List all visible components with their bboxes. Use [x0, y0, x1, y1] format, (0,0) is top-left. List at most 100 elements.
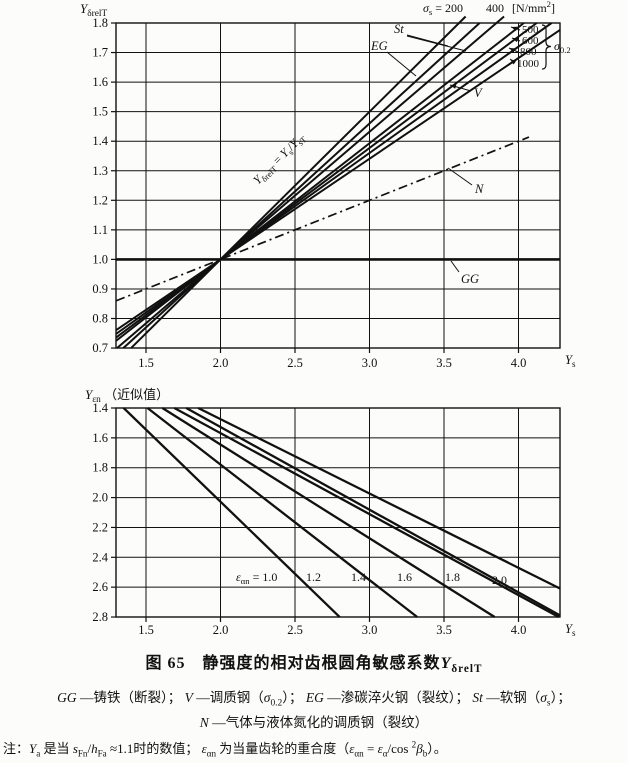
text-segment: s: [72, 741, 78, 756]
x-tick-label: 3.5: [436, 356, 452, 370]
text-segment: β: [416, 741, 423, 756]
text-segment: N: [474, 182, 484, 196]
text-segment: ε: [349, 741, 355, 756]
text-segment: αn: [354, 748, 364, 759]
y-tick-label: 1.6: [92, 75, 108, 89]
annotation-gg: GG: [461, 272, 479, 286]
text-segment: δrelT: [87, 9, 107, 19]
text-segment: ）；: [550, 690, 571, 705]
series--n=2.0: [197, 406, 561, 590]
text-segment: σ: [263, 690, 271, 705]
text-segment: a: [36, 748, 41, 759]
text-segment: = 200: [432, 1, 463, 15]
leader-line: [450, 260, 460, 273]
text-segment: GG: [461, 272, 479, 286]
text-segment: s: [429, 7, 433, 17]
annotation-eps16: 1.6: [397, 570, 412, 584]
y-tick-label: 1.7: [92, 46, 108, 60]
y-tick-label: 2.4: [92, 550, 108, 564]
plot-border: [115, 407, 561, 618]
text-segment: /cos: [387, 741, 412, 756]
annotation-v500: 500: [522, 24, 539, 36]
annotation-xlabel: Ys: [565, 622, 576, 638]
text-segment: h: [91, 741, 98, 756]
text-segment: ）；: [282, 690, 306, 705]
text-segment: α: [382, 748, 388, 759]
annotation-xlabel: Ys: [565, 353, 576, 369]
y-tick-label: 0.8: [92, 312, 108, 326]
text-segment: Y: [565, 353, 574, 367]
text-segment: V: [184, 690, 193, 705]
annotation-sigma_s_200: σs = 200: [423, 1, 463, 17]
y-tick-label: 1.4: [92, 134, 108, 148]
text-segment: EG: [370, 39, 388, 53]
text-segment: Fa: [97, 748, 107, 759]
annotation-v600: 600: [522, 35, 539, 47]
y-tick-label: 1.1: [92, 223, 108, 237]
y-tick-label: 1.2: [92, 193, 108, 207]
x-tick-label: 2.0: [213, 623, 229, 637]
text-segment: εn: [92, 395, 101, 405]
annotation-v400: 400: [486, 1, 504, 15]
text-segment: 1.8: [445, 570, 460, 584]
series-EG: [122, 22, 481, 349]
text-segment: ε: [377, 741, 383, 756]
text-segment: 800: [520, 46, 537, 58]
annotation-v1000: 1000: [517, 58, 540, 70]
text-segment: s: [546, 698, 551, 709]
y-tick-label: 2.2: [92, 520, 108, 534]
y-tick-label: 1.3: [92, 164, 108, 178]
leader-line: [406, 35, 467, 52]
text-segment: αn: [241, 576, 251, 586]
text-segment: σ: [423, 1, 430, 15]
x-tick-label: 4.0: [511, 623, 527, 637]
annotation-st: St: [394, 22, 404, 36]
text-segment: αn: [206, 748, 217, 759]
annotation-eps12: 1.2: [306, 570, 321, 584]
figure-note: 注：Ya 是当 sFn/hFa ≈1.1时的数值； εαn 为当量齿轮的重合度（…: [3, 738, 625, 759]
annotation-unit: [N/mm2]: [512, 0, 555, 15]
leader-line: [447, 167, 473, 186]
text-segment: ）。: [427, 741, 447, 756]
text-segment: 2.0: [492, 573, 507, 587]
y-tick-label: 0.9: [92, 282, 108, 296]
text-segment: Y: [85, 387, 94, 402]
text-segment: 0.2: [560, 45, 571, 55]
text-segment: 400: [486, 1, 504, 15]
text-segment: St: [394, 22, 404, 36]
series--n=1.2: [146, 407, 418, 618]
x-tick-label: 3.0: [362, 623, 378, 637]
text-segment: s: [286, 147, 296, 157]
y-tick-label: 2.8: [92, 610, 108, 624]
text-segment: 1000: [517, 58, 540, 70]
text-segment: Fn: [77, 748, 88, 759]
text-segment: ε: [236, 570, 241, 584]
series-N: [115, 136, 530, 302]
figure-caption: 图 65 静强度的相对齿根圆角敏感系数YδrelT: [0, 649, 628, 675]
annotation-v: V: [474, 86, 483, 100]
text-segment: 1.2: [306, 570, 321, 584]
plot-border: [115, 22, 561, 349]
figure-legend-line2: N —气体与液体氮化的调质钢（裂纹）: [0, 711, 628, 731]
y-tick-label: 1.0: [92, 252, 108, 266]
text-segment: ε: [201, 741, 207, 756]
annotation-axis_title: Yεn （近似值）: [85, 387, 169, 405]
text-segment: —气体与液体氮化的调质钢（裂纹）: [208, 715, 429, 730]
annotation-eps10: εαn = 1.0: [236, 570, 277, 586]
annotation-eps14: 1.4: [351, 570, 366, 584]
leader-arrowhead: [509, 48, 516, 53]
y-tick-label: 1.8: [92, 16, 108, 30]
annotation-axis_title: YδrelT: [80, 1, 107, 19]
text-segment: —渗碳淬火钢（裂纹）；: [323, 690, 473, 705]
figure-legend-line1: GG —铸铁（断裂）； V —调质钢（σ0.2）； EG —渗碳淬火钢（裂纹）；…: [0, 686, 628, 709]
text-segment: /: [87, 741, 92, 756]
text-segment: ≈1.1时的数值；: [106, 741, 202, 756]
x-tick-label: 4.0: [511, 356, 527, 370]
text-segment: 为当量齿轮的重合度（: [216, 741, 350, 756]
x-tick-label: 2.5: [287, 356, 303, 370]
y-tick-label: 1.4: [92, 401, 108, 415]
text-segment: 是当: [40, 741, 73, 756]
series-St-sigma-s=400: [116, 15, 505, 349]
y-tick-label: 1.8: [92, 461, 108, 475]
leader-line: [406, 34, 449, 47]
